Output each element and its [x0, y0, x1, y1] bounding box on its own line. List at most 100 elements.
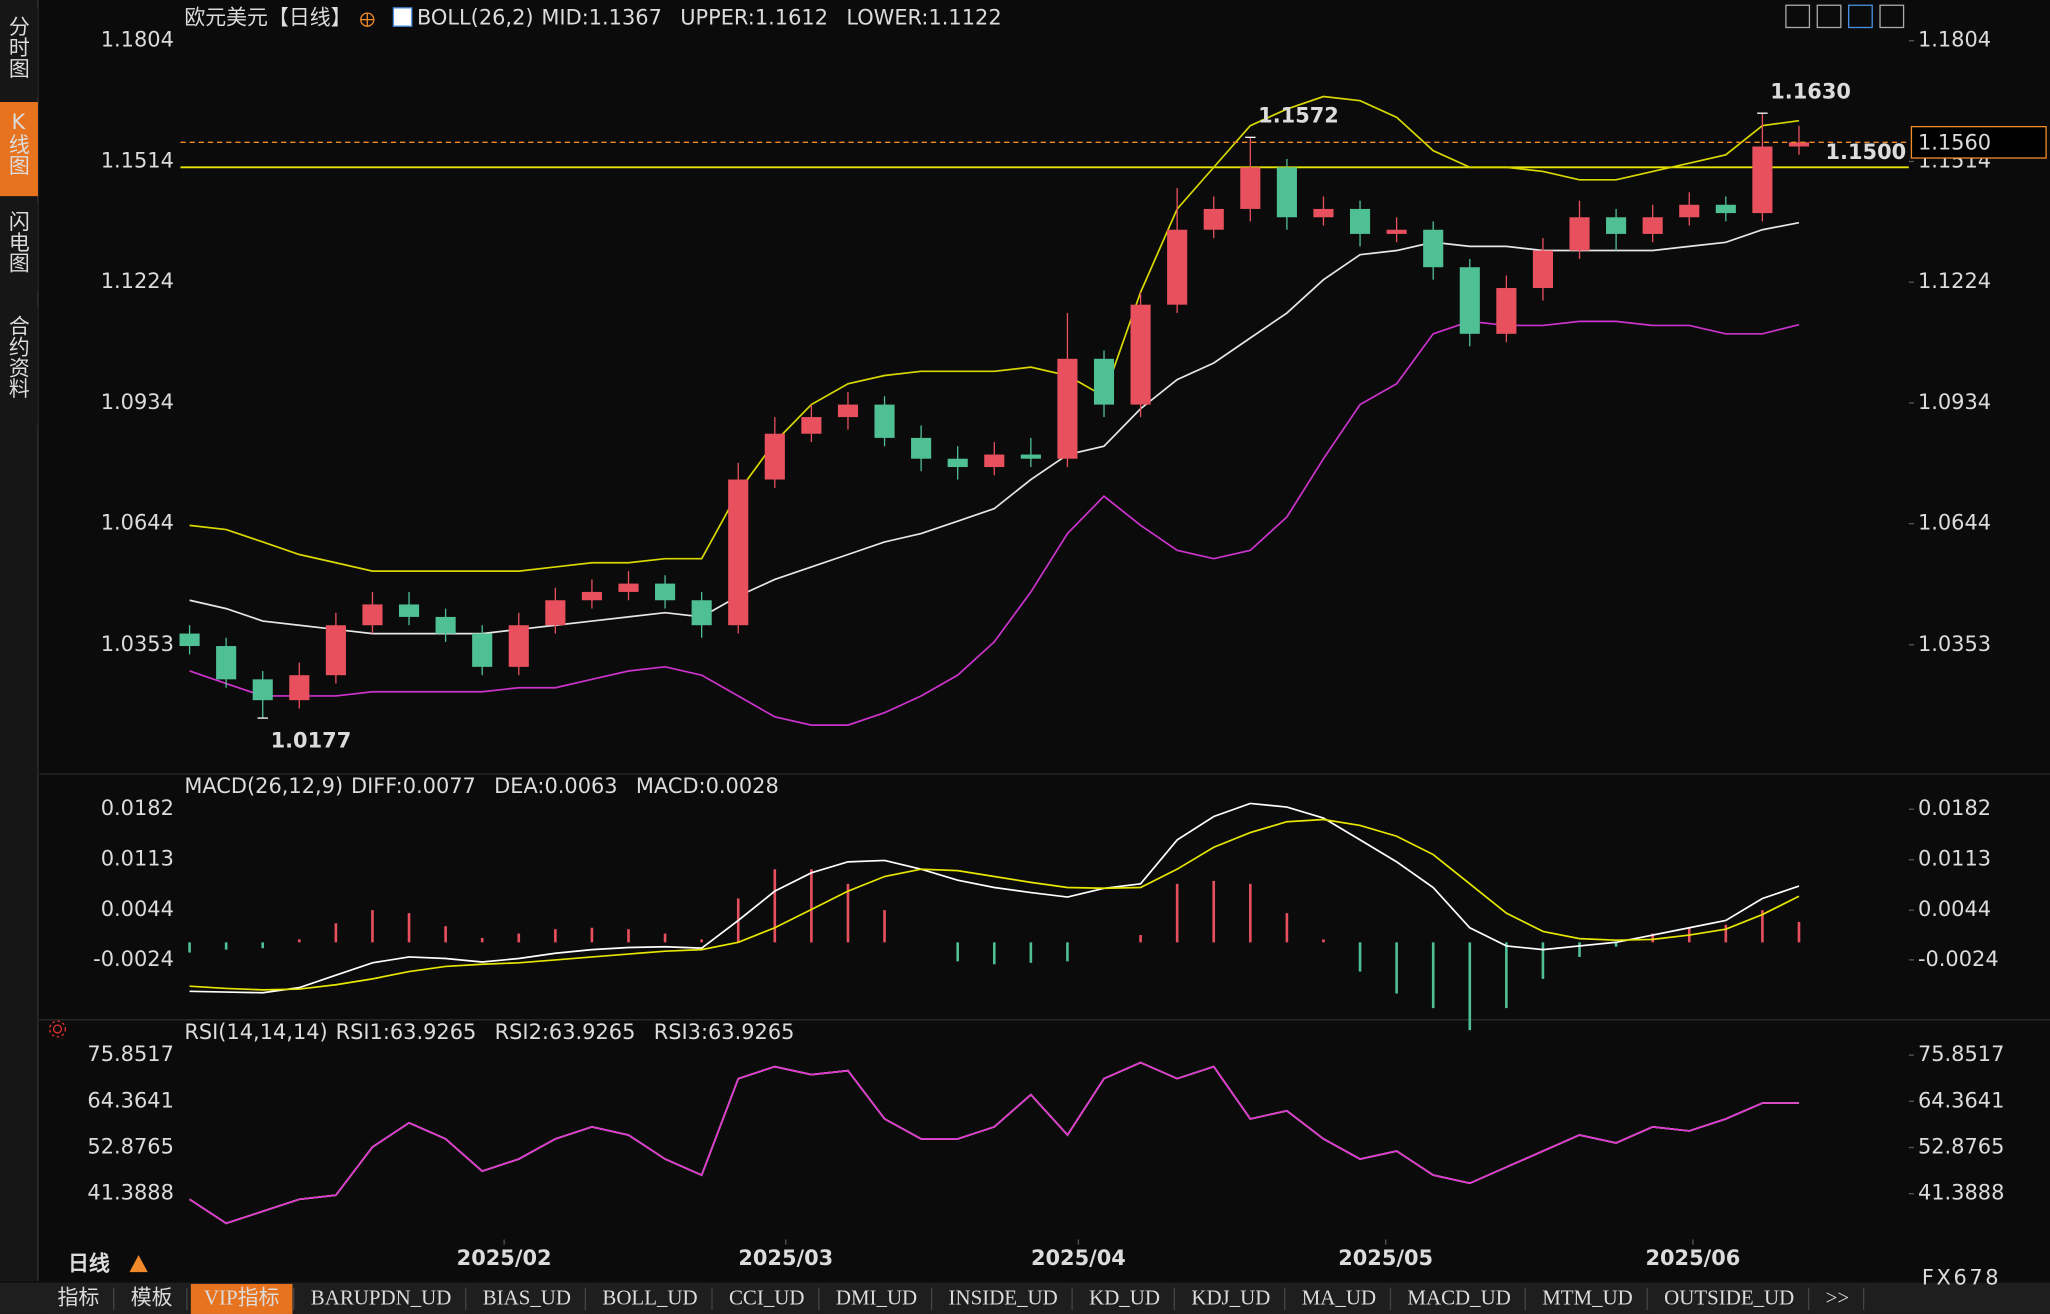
- tab[interactable]: [1178, 1283, 1284, 1314]
- annotation-label: 1.1572: [1258, 103, 1339, 127]
- y-tick-label: 0.0113: [101, 847, 174, 871]
- candle-body: [325, 625, 346, 676]
- legend-entry: RSI2:63.9265: [495, 1020, 636, 1044]
- annotation-label: 1.1630: [1770, 79, 1851, 103]
- tab[interactable]: [589, 1283, 711, 1314]
- tab[interactable]: [297, 1283, 465, 1314]
- y-tick-label: 1.1224: [1918, 269, 1991, 293]
- y-tick-label: 1.1514: [101, 148, 174, 172]
- candle-body: [508, 625, 529, 667]
- sidebar-item[interactable]: [0, 102, 38, 197]
- period-label: 日线: [68, 1251, 110, 1275]
- candle-body: [398, 604, 420, 617]
- tab-label: KDJ_UD: [1191, 1285, 1270, 1309]
- candle-body: [581, 591, 602, 601]
- y-tick-label: 1.1224: [101, 269, 174, 293]
- y-tick-label: 1.0934: [101, 390, 174, 414]
- tab-label: VIP指标: [204, 1285, 280, 1309]
- icon[interactable]: [1816, 4, 1842, 29]
- legend-entry: DEA:0.0063: [494, 774, 617, 798]
- tab-label: OUTSIDE_UD: [1664, 1285, 1794, 1309]
- candle-body: [691, 600, 712, 626]
- tab-label: MACD_UD: [1407, 1285, 1510, 1309]
- tab[interactable]: [117, 1283, 186, 1314]
- series-line: [189, 802, 1800, 994]
- sidebar-item[interactable]: [0, 7, 38, 97]
- sidebar-item[interactable]: [0, 307, 38, 425]
- tab[interactable]: [1529, 1283, 1646, 1314]
- candle-body: [1130, 304, 1151, 405]
- candle-body: [984, 454, 1005, 468]
- rsi-icon: [49, 1020, 67, 1038]
- y-tick-label: 1.0644: [101, 511, 174, 535]
- candle-body: [801, 417, 822, 434]
- series-line: [189, 818, 1800, 991]
- legend-entry: LOWER:1.1122: [846, 5, 1001, 29]
- tab[interactable]: [1651, 1283, 1808, 1314]
- tab-label: >>: [1826, 1285, 1850, 1309]
- tab-label: CCI_UD: [729, 1285, 805, 1309]
- icon[interactable]: [1785, 4, 1811, 29]
- period-arrow[interactable]: [129, 1255, 148, 1273]
- tab[interactable]: [1812, 1283, 1863, 1314]
- y-tick-label: 0.0044: [1918, 897, 1991, 921]
- tab[interactable]: [44, 1283, 113, 1314]
- tab[interactable]: [822, 1283, 931, 1314]
- candle-body: [179, 633, 200, 647]
- sidebar-label: K线图: [6, 110, 30, 176]
- tab[interactable]: [1394, 1283, 1524, 1314]
- tab[interactable]: [935, 1283, 1071, 1314]
- y-tick-label: 0.0044: [101, 897, 174, 921]
- tab-label: INSIDE_UD: [949, 1285, 1058, 1309]
- candle-body: [1679, 204, 1700, 218]
- y-tick-label: 64.3641: [1918, 1088, 2004, 1112]
- y-tick-label: 0.0182: [1918, 796, 1991, 820]
- y-tick-label: 0.0113: [1918, 847, 1991, 871]
- y-tick-label: 41.3888: [1918, 1181, 2004, 1205]
- tab[interactable]: [469, 1283, 585, 1314]
- x-tick-label: 2025/05: [1338, 1246, 1433, 1270]
- candle-body: [874, 404, 895, 438]
- x-tick-label: 2025/03: [738, 1246, 833, 1270]
- y-tick-label: -0.0024: [93, 947, 174, 971]
- tab[interactable]: [1076, 1283, 1174, 1314]
- tab-label: BOLL_UD: [602, 1285, 697, 1309]
- sidebar-label: 分时图: [6, 16, 30, 79]
- tab-label: MA_UD: [1302, 1285, 1376, 1309]
- candle-body: [1057, 358, 1078, 459]
- series-line: [189, 1061, 1799, 1225]
- y-tick-label: 1.0353: [1918, 632, 1991, 656]
- tab[interactable]: [1288, 1283, 1390, 1314]
- candle-body: [362, 604, 383, 626]
- candle-body: [1313, 208, 1334, 218]
- icon[interactable]: [1879, 4, 1905, 29]
- candle-body: [435, 616, 456, 634]
- tab-label: 模板: [131, 1285, 173, 1309]
- tab-label: DMI_UD: [836, 1285, 917, 1309]
- legend-entry: DIFF:0.0077: [351, 774, 476, 798]
- candle-body: [1642, 217, 1663, 234]
- y-tick-label: 75.8517: [87, 1042, 173, 1066]
- indicator-title: MACD(26,12,9): [184, 774, 343, 798]
- toolbar-icons: [1785, 4, 1905, 29]
- brand: FX678: [1922, 1266, 2001, 1290]
- y-tick-label: -0.0024: [1918, 947, 1999, 971]
- legend-entry: RSI3:63.9265: [654, 1020, 795, 1044]
- candle-body: [1606, 217, 1627, 234]
- tab-label: MTM_UD: [1542, 1285, 1633, 1309]
- y-tick-label: 1.0644: [1918, 511, 1991, 535]
- icon[interactable]: [1848, 4, 1873, 29]
- legend-entry: MACD:0.0028: [636, 774, 779, 798]
- indicator-label: BOLL(26,2): [417, 5, 534, 29]
- y-tick-label: 52.8765: [87, 1135, 173, 1159]
- sidebar-item[interactable]: [0, 202, 38, 291]
- tab[interactable]: [190, 1283, 293, 1314]
- y-tick-label: 1.0353: [101, 632, 174, 656]
- y-tick-label: 41.3888: [87, 1181, 173, 1205]
- tab-label: 指标: [58, 1285, 100, 1309]
- tab[interactable]: [715, 1283, 818, 1314]
- y-tick-label: 0.0182: [101, 796, 174, 820]
